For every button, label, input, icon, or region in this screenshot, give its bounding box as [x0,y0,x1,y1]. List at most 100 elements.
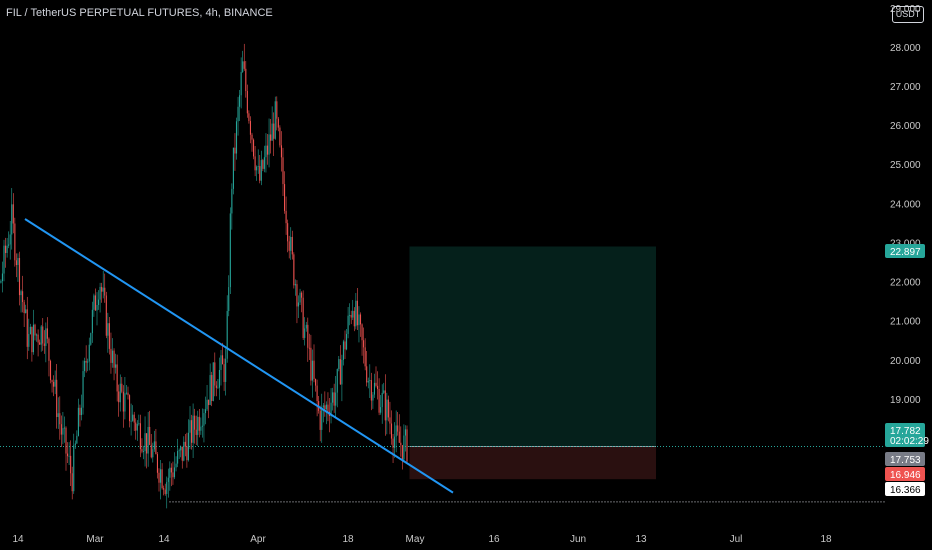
candle-body [305,324,307,329]
candle [56,363,58,429]
candle-body [28,333,30,347]
currency-button[interactable]: USDT [892,6,924,23]
candle-body [395,425,397,437]
candle [265,133,267,173]
candle-body [144,433,146,452]
price-tag-bg [885,423,925,447]
candle [279,125,281,148]
candle [51,379,53,393]
candle [273,112,275,156]
candle-body [177,451,179,464]
x-tick-label: 18 [820,534,832,545]
target-zone [409,246,656,447]
y-tick-label: 24.000 [890,199,921,210]
candle [287,219,289,253]
candle-body [279,127,281,146]
candle [341,354,343,402]
price-tag: 16.366 [885,482,925,496]
candle-body [59,413,61,425]
candle-body [263,157,265,169]
candle [82,360,84,415]
candle [65,426,67,471]
x-tick-label: 14 [12,534,24,545]
candle [277,116,279,132]
candle-body [147,426,149,454]
candle-body [119,383,121,403]
candle-body [375,382,377,386]
candle [229,207,231,294]
candle [328,398,331,433]
candle [183,436,185,462]
candle-body [291,236,293,255]
candle [104,273,106,303]
candle-body [186,446,188,461]
candle-body [265,145,267,158]
candle [215,381,217,397]
candle [401,445,403,470]
candle [404,425,406,452]
candle-body [150,444,152,458]
candle-body [338,359,340,370]
candle-body [307,324,309,348]
candle [161,463,163,490]
candle-body [29,326,31,334]
candle [121,376,123,394]
candle-body [124,393,126,412]
x-tick-label: Mar [86,534,104,545]
candle-body [251,134,253,140]
candle-body [14,223,16,261]
candle [259,154,261,184]
candle [248,110,250,124]
candle-body [0,281,2,283]
candle [288,235,290,259]
candle-body [23,302,25,314]
candle-body [178,450,180,452]
candle-body [167,477,169,482]
candle-body [204,409,207,414]
candle [59,396,61,440]
price-tag-value: 17.782 [890,426,921,437]
candle [195,415,197,446]
candle-body [319,410,321,430]
candle [256,165,258,181]
candle-body [161,469,163,489]
candle-body [56,379,58,418]
candle [400,426,402,457]
candle-body [277,118,279,128]
candle-body [90,333,92,345]
candle [184,434,186,457]
candle-body [315,378,317,386]
candle [198,408,200,438]
candle-body [271,123,273,141]
candle [94,288,96,311]
candle-body [308,347,310,349]
candle [349,303,351,326]
candle-body [353,310,355,327]
candle-body [254,156,256,171]
candle [322,403,324,423]
candle [124,377,126,420]
candle [234,133,236,171]
candle [71,466,73,500]
candle [164,483,166,496]
candle-body [390,423,393,439]
candle-body [209,375,211,405]
candle [11,188,13,250]
candle-body [347,315,349,334]
candle [102,271,104,299]
candle-body [85,360,87,363]
candle [203,408,205,443]
candle [147,412,149,467]
candle [105,291,107,339]
candle-body [149,426,151,445]
candle-body [335,392,337,406]
candle [355,292,357,330]
candle [0,279,2,284]
candle-body [285,210,287,224]
candle [204,396,207,425]
candle-body [322,405,324,408]
candle [54,370,56,395]
candle-body [297,302,300,307]
candle-body [80,407,83,416]
